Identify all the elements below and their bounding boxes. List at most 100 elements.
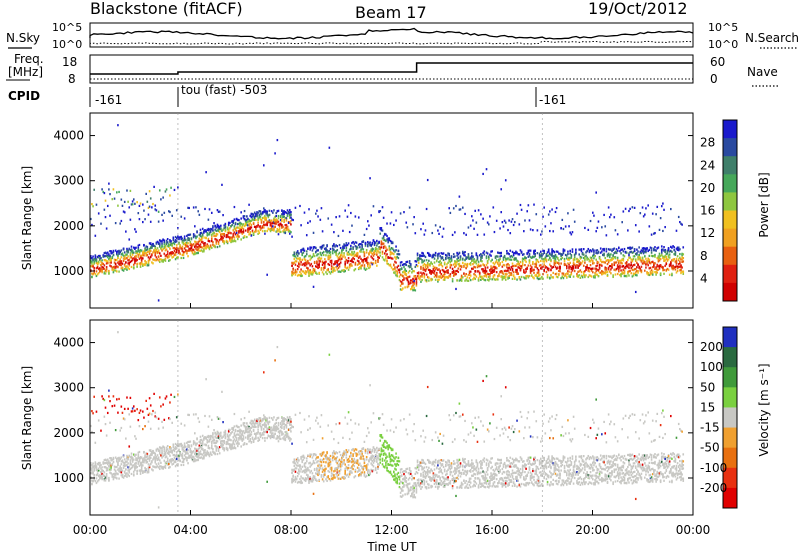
power-cell [442, 273, 445, 276]
power-cell [541, 267, 543, 270]
velocity-cell [169, 459, 171, 462]
power-cell [216, 233, 219, 236]
power-cell [194, 225, 196, 228]
power-cell [325, 248, 327, 251]
velocity-cell [144, 466, 146, 470]
power-cell [249, 219, 252, 223]
power-cell [123, 257, 126, 261]
power-cell [329, 247, 332, 251]
power-cell [508, 258, 510, 261]
power-cell [301, 258, 304, 261]
power-cell [628, 263, 630, 266]
power-cell [443, 278, 446, 281]
power-cell [622, 210, 625, 213]
power-cell [287, 221, 290, 224]
power-cell [579, 263, 582, 266]
power-cell [530, 274, 533, 277]
power-cell [464, 212, 466, 216]
power-cell [301, 274, 304, 277]
power-cell [274, 218, 276, 221]
power-cell [275, 230, 278, 233]
power-cell [344, 265, 346, 269]
velocity-cell [200, 453, 203, 456]
power-cell [259, 225, 262, 228]
power-cell [630, 266, 633, 270]
power-cell [458, 195, 461, 198]
velocity-cell [201, 457, 204, 460]
velocity-cell [96, 480, 99, 483]
power-cell [191, 248, 194, 251]
power-cell [561, 275, 564, 278]
power-cell [630, 261, 633, 264]
nsky-series [89, 27, 694, 40]
velocity-cell [114, 465, 117, 469]
power-cell [175, 250, 178, 254]
power-cell [560, 255, 562, 258]
velocity-cell [210, 446, 213, 450]
power-cell [173, 240, 176, 243]
velocity-cell [197, 447, 200, 451]
velocity-cell [163, 459, 166, 462]
power-cell [353, 242, 356, 245]
power-cell [284, 211, 287, 214]
power-cell [402, 278, 404, 282]
power-cell [616, 256, 619, 259]
power-cell [507, 257, 509, 260]
power-cell [365, 227, 368, 231]
power-cell [497, 255, 499, 258]
power-cell [677, 215, 680, 219]
power-cell [175, 237, 178, 240]
power-cell [414, 277, 417, 281]
power-cell [336, 264, 339, 267]
power-cell [585, 274, 587, 277]
power-cell [581, 260, 584, 263]
power-cell [456, 279, 458, 282]
power-cell [593, 276, 595, 279]
power-cell [267, 214, 270, 217]
power-cell [208, 233, 211, 236]
power-cell [476, 233, 479, 236]
power-cell [308, 271, 310, 274]
power-cell [604, 271, 607, 274]
power-cell [336, 261, 339, 264]
velocity-cell [94, 441, 97, 444]
power-cell [571, 231, 574, 234]
power-cell [562, 227, 565, 231]
power-cell [343, 252, 345, 255]
power-cell [595, 273, 597, 276]
power-cell [408, 266, 411, 269]
power-cell [382, 245, 385, 248]
power-cell [368, 224, 370, 227]
power-cell [243, 209, 246, 213]
power-cell [246, 215, 248, 218]
power-cell [179, 236, 181, 239]
power-cell [122, 257, 125, 260]
power-cell [357, 267, 360, 270]
power-cell [139, 263, 142, 266]
power-cell [631, 275, 634, 278]
power-cell [363, 252, 366, 255]
power-cell [162, 259, 164, 263]
power-cell [421, 275, 423, 278]
velocity-cell [194, 447, 196, 450]
power-cell [537, 260, 540, 264]
power-cell [103, 264, 106, 267]
velocity-cell [110, 468, 112, 471]
power-cell [502, 272, 505, 275]
power-cell [151, 206, 153, 209]
power-cell [443, 261, 446, 264]
power-cell [598, 257, 601, 260]
power-cell [642, 261, 645, 264]
power-cell [379, 232, 382, 235]
power-cell [663, 257, 665, 261]
power-cell [381, 229, 384, 232]
power-cell [649, 262, 652, 265]
power-cell [468, 272, 471, 275]
power-cell [317, 253, 319, 256]
power-cell [632, 269, 635, 272]
power-cell [331, 266, 334, 269]
velocity-cell [158, 446, 161, 449]
power-cell [490, 271, 492, 275]
power-cell [177, 235, 179, 238]
power-cell [656, 265, 659, 268]
